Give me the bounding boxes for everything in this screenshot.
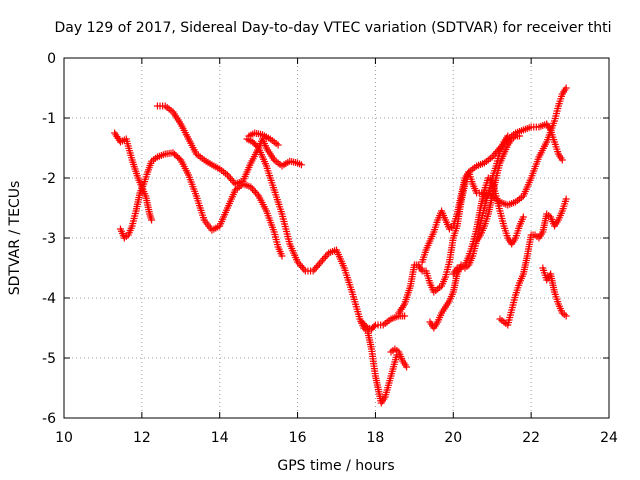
data-point-marker [519,213,527,221]
series-trace-9 [418,84,570,266]
series-trace-3 [153,102,305,188]
data-point-marker [148,216,156,224]
data-point-marker [562,195,570,203]
y-tick-label: -1 [42,111,56,127]
y-tick-label: -6 [42,411,56,427]
x-tick-label: 24 [600,430,618,446]
data-point-marker [558,156,566,164]
data-point-marker [175,155,183,163]
x-tick-label: 18 [367,430,385,446]
series-trace-2 [116,149,286,260]
data-point-marker [253,143,261,150]
data-point-marker [490,151,498,159]
series-trace-13 [496,195,570,329]
y-axis-label: SDTVAR / TECUs [7,181,23,296]
y-tick-label: -5 [42,351,56,367]
data-point-marker [403,363,411,371]
y-tick-label: -2 [42,171,56,187]
data-point-marker [562,84,570,92]
series-trace-12 [473,132,523,245]
x-tick-label: 20 [444,430,462,446]
data-point-marker [318,256,326,264]
x-tick-label: 16 [289,430,307,446]
y-tick-label: 0 [47,51,56,67]
series-trace-10 [426,132,512,332]
data-point-marker [225,173,233,181]
data-point-marker [312,263,320,271]
data-point-marker [252,188,260,196]
data-point-marker [315,260,323,268]
data-point-marker [515,132,523,140]
data-point-marker [300,265,308,273]
data-point-marker [314,262,322,270]
data-point-marker [297,161,305,169]
data-point-marker [504,132,512,140]
x-axis-label: GPS time / hours [277,458,394,474]
data-point-marker [401,312,409,320]
y-tick-label: -3 [42,231,56,247]
grid [64,58,609,418]
data-point-marker [370,322,378,330]
axis-ticks: 10 12 14 16 18 20 22 24 0 -1 -2 -3 -4 -5 -6 [42,51,618,446]
series-trace-5 [243,135,401,407]
series-trace-4 [245,129,282,149]
data-point-marker [320,254,328,262]
series-trace-14 [539,264,570,320]
chart-title: Day 129 of 2017, Sidereal Day-to-day VTE… [55,20,612,36]
series-trace-11 [449,174,527,278]
data-marks [111,84,570,407]
data-point-marker [317,258,325,266]
data-point-marker [274,141,282,149]
x-tick-label: 22 [522,430,540,446]
x-tick-label: 12 [133,430,151,446]
data-point-marker [227,175,235,183]
data-point-marker [311,265,319,273]
data-point-marker [298,263,306,271]
data-point-marker [297,262,305,270]
series-trace-6 [358,312,409,333]
data-point-marker [562,312,570,320]
data-point-marker [278,252,286,260]
data-point-marker [322,253,330,261]
data-point-marker [250,187,258,195]
x-tick-label: 14 [211,430,229,446]
series-trace-7 [387,345,411,371]
y-tick-label: -4 [42,291,56,307]
x-tick-label: 10 [55,430,73,446]
